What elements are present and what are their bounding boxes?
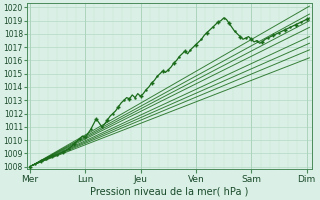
X-axis label: Pression niveau de la mer( hPa ): Pression niveau de la mer( hPa ) (91, 187, 249, 197)
